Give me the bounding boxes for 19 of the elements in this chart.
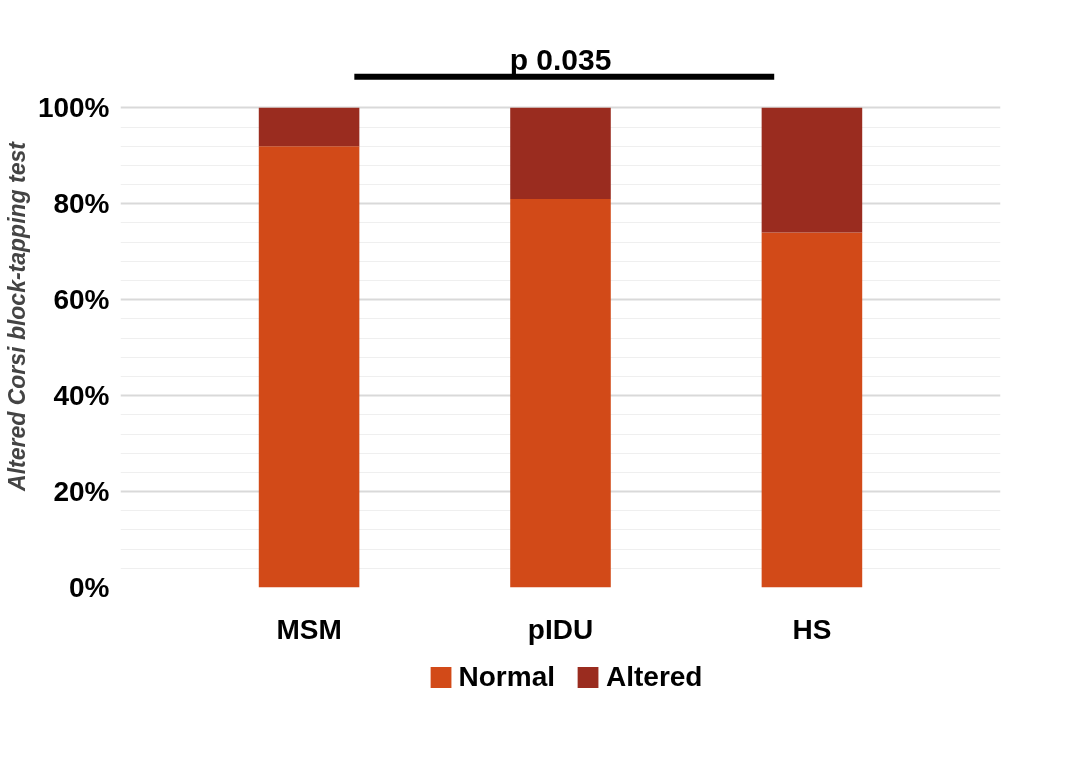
legend-label: Altered xyxy=(606,661,703,693)
legend-label: Normal xyxy=(458,661,555,693)
x-tick-label: MSM xyxy=(276,613,342,645)
x-tick-label: HS xyxy=(792,613,832,645)
bar xyxy=(258,146,360,588)
bar xyxy=(258,107,360,147)
bar xyxy=(761,232,863,588)
bar xyxy=(510,198,611,588)
text: p 0.035 xyxy=(509,42,612,76)
x-tick-label: pIDU xyxy=(527,613,594,645)
bar xyxy=(761,107,863,233)
y-tick-label: 0% xyxy=(69,572,110,603)
y-axis-title: Altered Corsi block-tapping test xyxy=(3,140,30,492)
y-tick-label: 100% xyxy=(37,92,110,124)
y-tick-label: 60% xyxy=(53,284,110,316)
y-tick-label: 40% xyxy=(53,380,110,412)
y-tick-label: 20% xyxy=(53,476,110,508)
bar xyxy=(510,107,611,199)
y-tick-label: 80% xyxy=(53,188,110,220)
